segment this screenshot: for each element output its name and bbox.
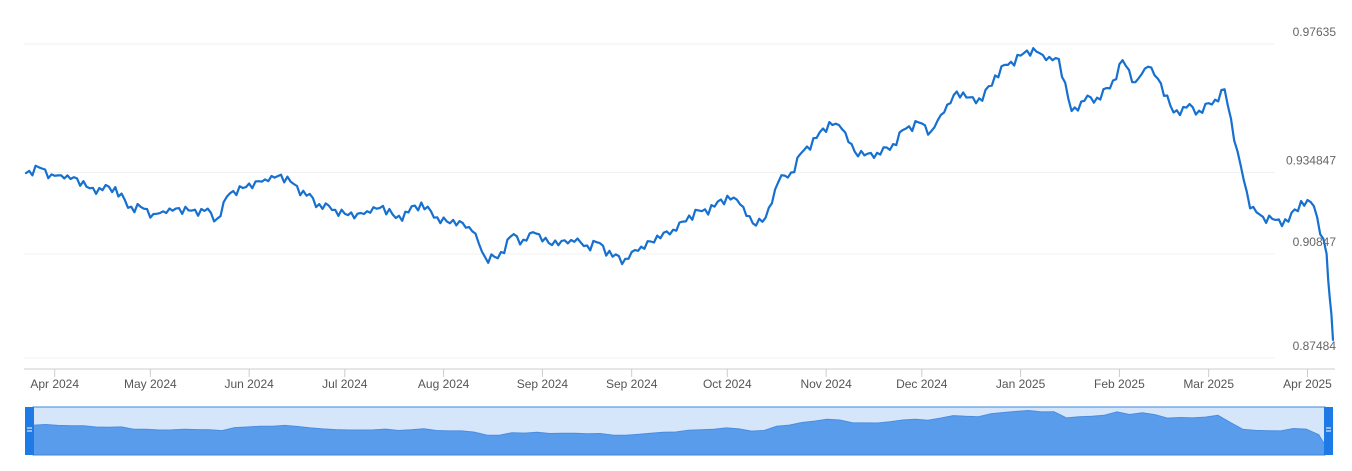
x-tick-label: Jan 2025 <box>996 377 1046 391</box>
x-tick-label: Oct 2024 <box>703 377 752 391</box>
x-tick-label: Apr 2025 <box>1283 377 1332 391</box>
navigator-right-handle[interactable] <box>1324 407 1333 455</box>
x-tick-label: Sep 2024 <box>606 377 658 391</box>
y-tick-label: 0.934847 <box>1286 153 1336 167</box>
grid-lines <box>24 43 1275 359</box>
series-line <box>24 47 1335 341</box>
y-tick-label: 0.87484 <box>1293 339 1337 353</box>
x-tick-label: Feb 2025 <box>1094 377 1145 391</box>
navigator[interactable] <box>25 406 1333 456</box>
x-tick-label: Jun 2024 <box>224 377 274 391</box>
x-axis: Apr 2024 May 2024 Jun 2024 Jul 2024 Aug 2024… <box>24 368 1335 391</box>
x-tick-label: Nov 2024 <box>800 377 852 391</box>
x-tick-label: Mar 2025 <box>1183 377 1234 391</box>
series-layer <box>24 47 1335 341</box>
y-tick-label: 0.97635 <box>1293 25 1337 39</box>
x-tick-label: Aug 2024 <box>418 377 470 391</box>
y-tick-label: 0.90847 <box>1293 235 1337 249</box>
x-tick-label: Sep 2024 <box>517 377 569 391</box>
x-tick-label: Jul 2024 <box>322 377 368 391</box>
x-tick-label: May 2024 <box>124 377 177 391</box>
x-tick-label: Dec 2024 <box>896 377 948 391</box>
x-tick-label: Apr 2024 <box>30 377 79 391</box>
y-axis: 0.97635 0.934847 0.90847 0.87484 <box>1286 25 1336 353</box>
navigator-left-handle[interactable] <box>25 407 34 455</box>
navigator-series-area <box>32 409 1326 456</box>
